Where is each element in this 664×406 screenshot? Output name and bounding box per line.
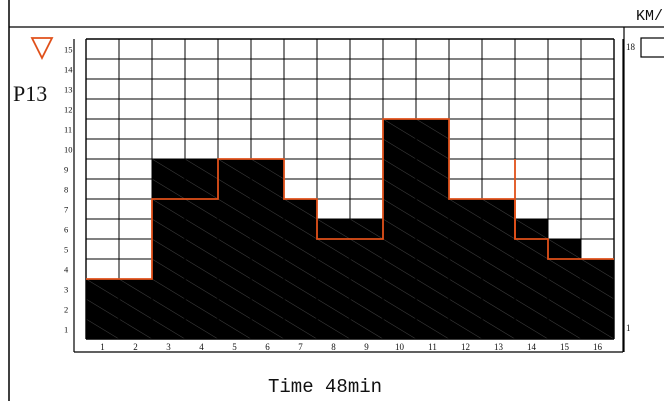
bar-hatching [85,118,615,340]
y-tick-12: 12 [64,105,73,115]
x-tick-12: 12 [461,342,470,352]
y-tick-2: 2 [64,305,68,315]
y-tick-6: 6 [64,225,68,235]
y-tick-4: 4 [64,265,69,275]
x-axis-ticks: 1 2 3 4 5 6 7 8 9 10 11 12 13 14 15 16 [100,342,602,352]
speed-unit-label: KM/ [636,8,663,25]
x-tick-7: 7 [298,342,303,352]
y-tick-8: 8 [64,185,68,195]
x-tick-11: 11 [428,342,437,352]
y-tick-15: 15 [64,45,73,55]
triangle-down-icon [30,37,54,61]
x-tick-4: 4 [199,342,204,352]
x-tick-5: 5 [232,342,237,352]
y-tick-9: 9 [64,165,68,175]
right-scale-bottom: 1 [626,323,631,333]
x-tick-14: 14 [527,342,537,352]
y-tick-1: 1 [64,325,68,335]
x-tick-3: 3 [166,342,171,352]
y-tick-10: 10 [64,145,73,155]
y-tick-7: 7 [64,205,68,215]
profile-line-group [86,118,614,280]
x-tick-1: 1 [100,342,105,352]
program-label: P13 [13,81,47,106]
x-tick-9: 9 [364,342,369,352]
x-tick-10: 10 [395,342,405,352]
speed-readout-box [640,37,664,58]
right-scale-top: 18 [626,42,636,52]
x-tick-8: 8 [331,342,336,352]
y-tick-5: 5 [64,245,68,255]
bars-group [85,118,615,340]
x-tick-6: 6 [265,342,270,352]
x-tick-16: 16 [593,342,603,352]
time-label: Time 48min [268,376,382,398]
y-tick-13: 13 [64,85,73,95]
x-tick-2: 2 [133,342,138,352]
y-tick-11: 11 [64,125,72,135]
x-tick-13: 13 [494,342,504,352]
x-tick-15: 15 [560,342,570,352]
y-tick-3: 3 [64,285,68,295]
y-tick-14: 14 [64,65,73,75]
